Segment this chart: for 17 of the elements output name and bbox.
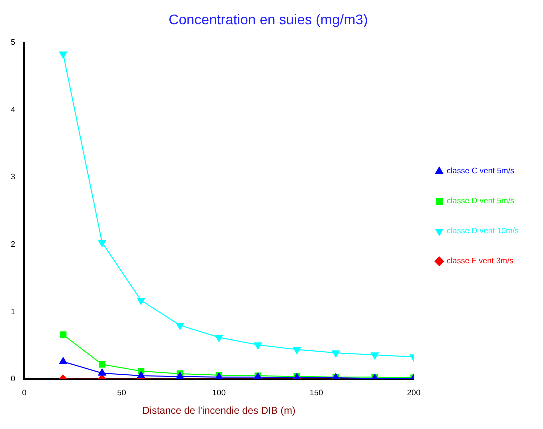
x-tick-label: 100 (212, 388, 226, 398)
x-tick-label: 50 (117, 388, 127, 398)
y-tick-label: 2 (10, 240, 16, 249)
y-tick-label: 3 (10, 172, 16, 182)
chart-title: Concentration en suies (mg/m3) (168, 11, 368, 28)
legend-label: classe D vent 10m/s (446, 226, 520, 236)
legend-label: classe C vent 5m/s (446, 166, 515, 176)
y-tick-label: 0 (10, 374, 16, 384)
x-tick-label: 150 (310, 388, 324, 398)
y-tick-label: 1 (10, 307, 16, 316)
y-tick-label: 4 (10, 105, 16, 114)
legend-label: classe F vent 3m/s (446, 256, 514, 266)
x-tick-label: 0 (22, 388, 28, 398)
x-tick-label: 200 (407, 388, 422, 398)
x-axis-title: Distance de l'incendie des DIB (m) (142, 406, 296, 417)
legend-label: classe D vent 5m/s (446, 196, 515, 206)
y-tick-label: 5 (10, 38, 16, 48)
